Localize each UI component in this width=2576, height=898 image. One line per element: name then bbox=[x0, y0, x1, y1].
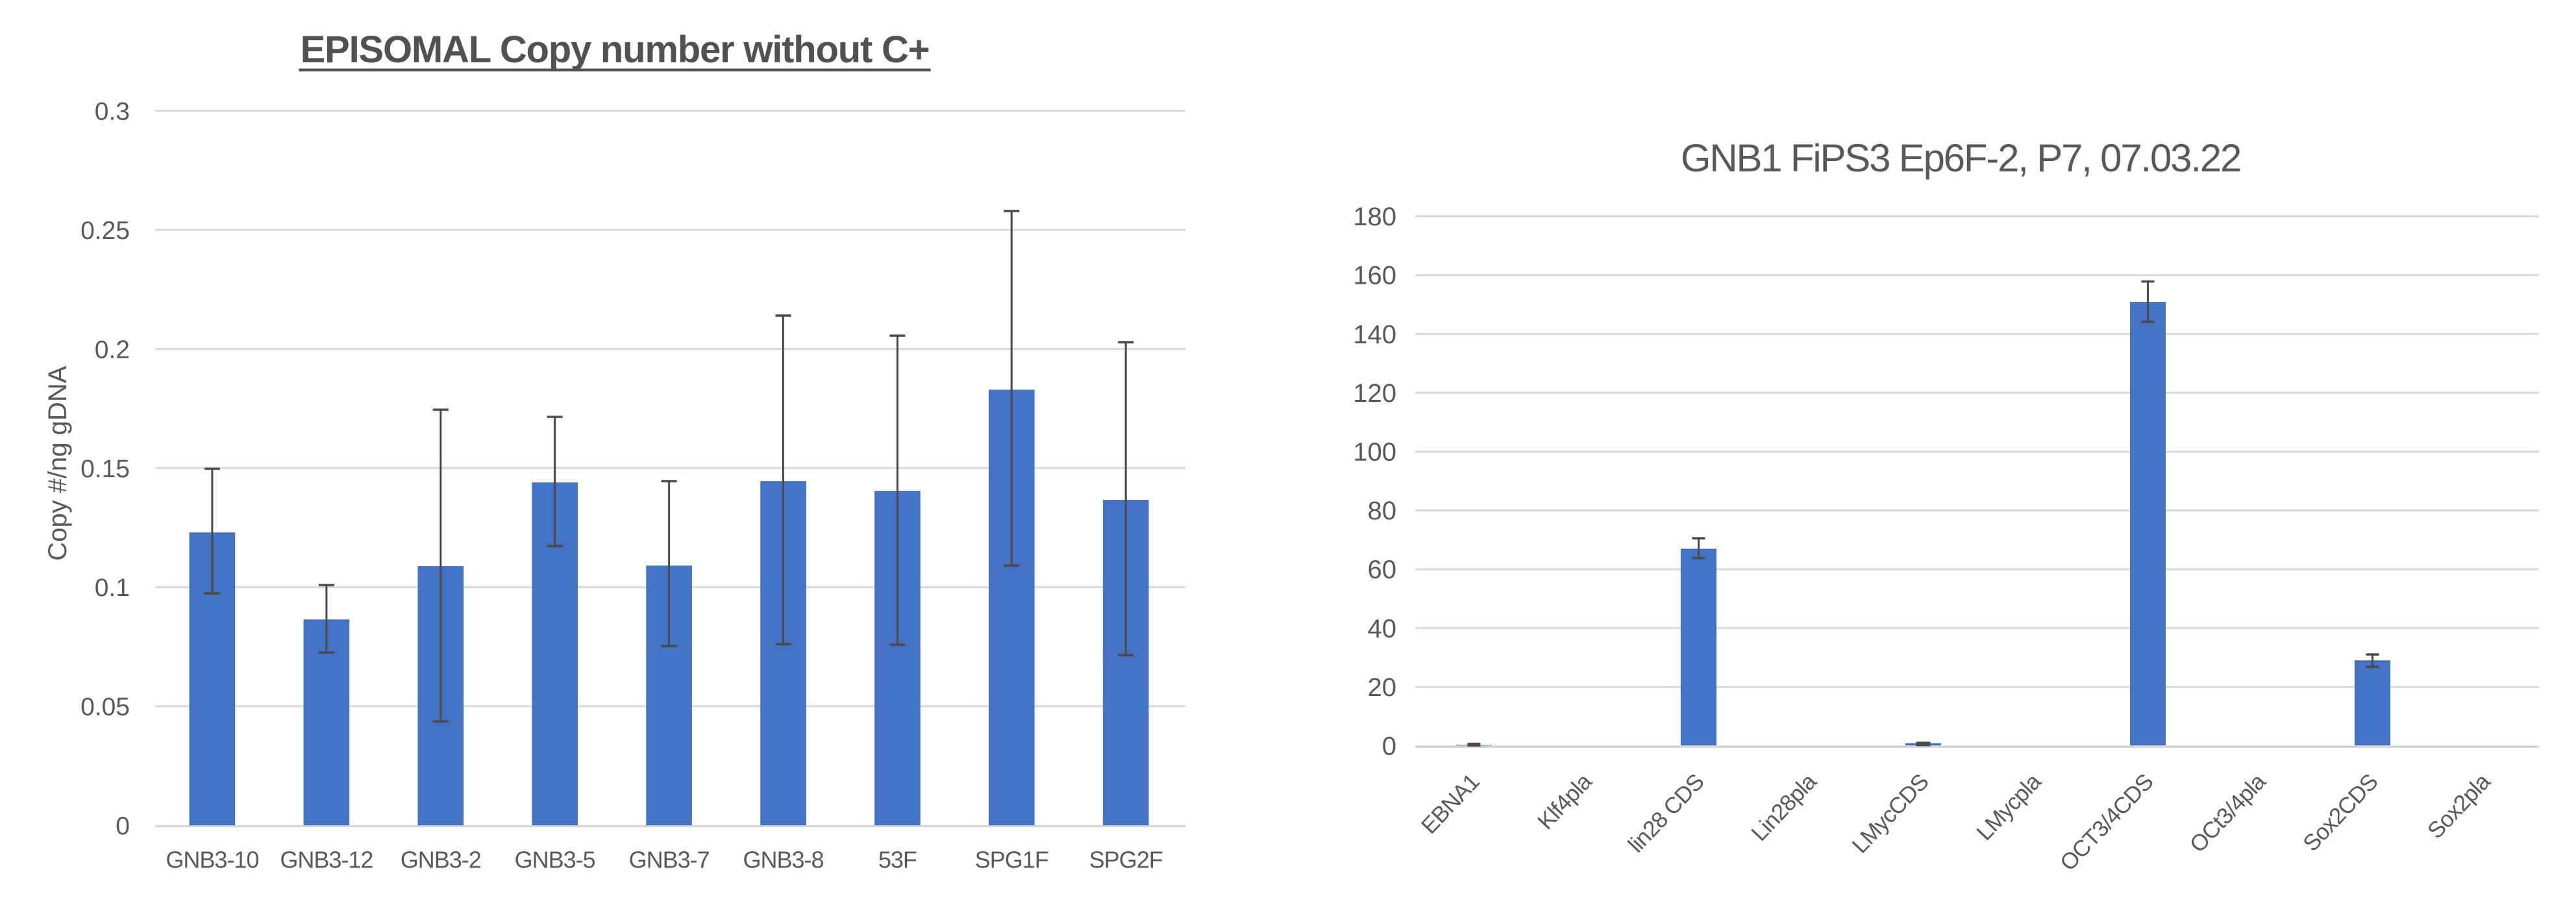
svg-text:40: 40 bbox=[1368, 614, 1397, 643]
svg-text:0.15: 0.15 bbox=[80, 455, 130, 483]
svg-text:0.1: 0.1 bbox=[95, 574, 130, 602]
svg-text:GNB1 FiPS3 Ep6F-2, P7, 07.03.2: GNB1 FiPS3 Ep6F-2, P7, 07.03.22 bbox=[1681, 136, 2240, 180]
svg-text:0.25: 0.25 bbox=[80, 217, 130, 245]
svg-text:GNB3-5: GNB3-5 bbox=[515, 847, 595, 873]
svg-text:0.2: 0.2 bbox=[95, 336, 130, 364]
svg-text:140: 140 bbox=[1353, 320, 1396, 349]
svg-text:160: 160 bbox=[1353, 262, 1396, 290]
svg-text:0: 0 bbox=[1382, 732, 1396, 761]
svg-text:180: 180 bbox=[1353, 203, 1396, 231]
svg-text:GNB3-2: GNB3-2 bbox=[401, 847, 481, 873]
svg-text:0: 0 bbox=[116, 812, 130, 840]
svg-text:53F: 53F bbox=[878, 847, 917, 873]
svg-text:0.05: 0.05 bbox=[80, 693, 130, 721]
svg-text:EPISOMAL Copy number without C: EPISOMAL Copy number without C+ bbox=[301, 29, 930, 71]
svg-text:0.3: 0.3 bbox=[95, 98, 130, 126]
svg-text:SPG2F: SPG2F bbox=[1089, 847, 1163, 873]
svg-text:SPG1F: SPG1F bbox=[975, 847, 1048, 873]
svg-text:GNB3-12: GNB3-12 bbox=[280, 847, 373, 873]
svg-text:GNB3-7: GNB3-7 bbox=[629, 847, 710, 873]
svg-text:60: 60 bbox=[1368, 556, 1397, 584]
svg-text:80: 80 bbox=[1368, 497, 1397, 525]
svg-text:Copy #/ng gDNA: Copy #/ng gDNA bbox=[43, 366, 72, 560]
svg-text:120: 120 bbox=[1353, 379, 1396, 408]
svg-text:GNB3-8: GNB3-8 bbox=[743, 847, 823, 873]
svg-text:100: 100 bbox=[1353, 438, 1396, 467]
svg-text:20: 20 bbox=[1368, 673, 1397, 702]
svg-text:GNB3-10: GNB3-10 bbox=[166, 847, 258, 873]
